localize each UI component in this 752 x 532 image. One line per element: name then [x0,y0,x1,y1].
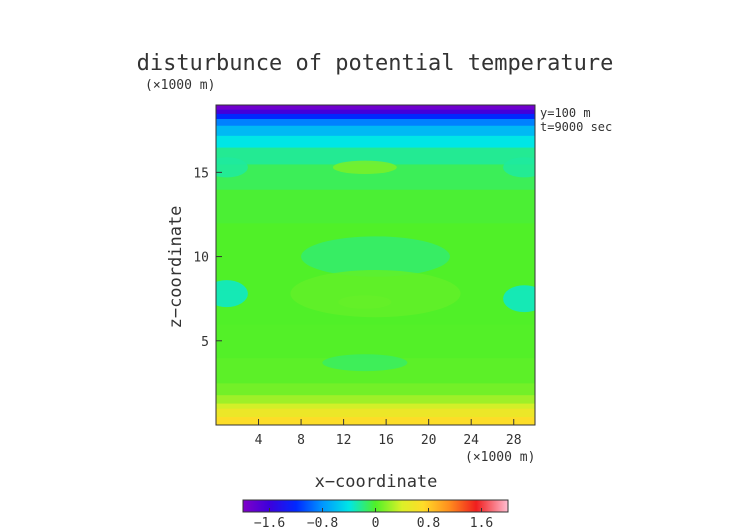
heatmap-band [216,394,535,404]
heatmap-field [216,105,535,425]
y-tick-label: 5 [201,335,209,350]
x-tick-label: 8 [297,433,305,448]
x-tick-label: 16 [378,433,394,448]
annotation-y: y=100 m [540,106,591,120]
heatmap-patch [290,270,461,318]
heatmap-band [216,408,535,418]
heatmap-patch [216,280,248,308]
heatmap-band [216,189,535,224]
chart-title: disturbunce of potential temperature [137,51,614,76]
heatmap-patch [322,354,408,372]
plot-frame [215,104,536,426]
x-tick-label: 12 [336,433,352,448]
colorbar-ticks: −1.6 −0.8 0 0.8 1.6 [254,508,493,531]
heatmap-patch [503,285,535,313]
x-tick-label: 4 [255,433,263,448]
heatmap-patch [216,157,248,178]
heatmap-band [216,135,535,148]
x-tick-label: 20 [421,433,437,448]
x-axis-ticks: 4 8 12 16 20 24 28 [255,419,522,448]
annotation-t: t=9000 sec [540,120,612,134]
y-axis-label: z−coordinate [166,206,186,329]
heatmap-patch [503,157,535,178]
x-tick-label: 24 [463,433,479,448]
x-axis-label: x−coordinate [315,472,438,492]
heatmap-band [216,125,535,136]
y-tick-label: 15 [193,166,209,181]
x-tick-label: 28 [506,433,522,448]
heatmap-band [216,105,535,110]
heatmap-band [216,403,535,409]
colorbar-tick-label: 0.8 [417,516,440,531]
colorbar-tick-label: 0 [372,516,380,531]
x-scale-note: (×1000 m) [465,450,535,465]
heatmap-band [216,109,535,114]
colorbar-tick-label: −1.6 [254,516,285,531]
heatmap-band [216,113,535,119]
colorbar-tick-label: 1.6 [470,516,493,531]
y-axis-ticks: 5 10 15 [193,166,222,350]
y-tick-label: 10 [193,251,209,266]
heatmap-band [216,323,535,359]
heatmap-band [216,147,535,165]
heatmap-band [216,382,535,396]
colorbar-tick-label: −0.8 [307,516,338,531]
heatmap-patch [301,236,450,277]
heatmap-band [216,118,535,126]
heatmap-band [216,416,535,425]
heatmap-patch [332,160,397,175]
y-scale-note: (×1000 m) [145,78,215,93]
